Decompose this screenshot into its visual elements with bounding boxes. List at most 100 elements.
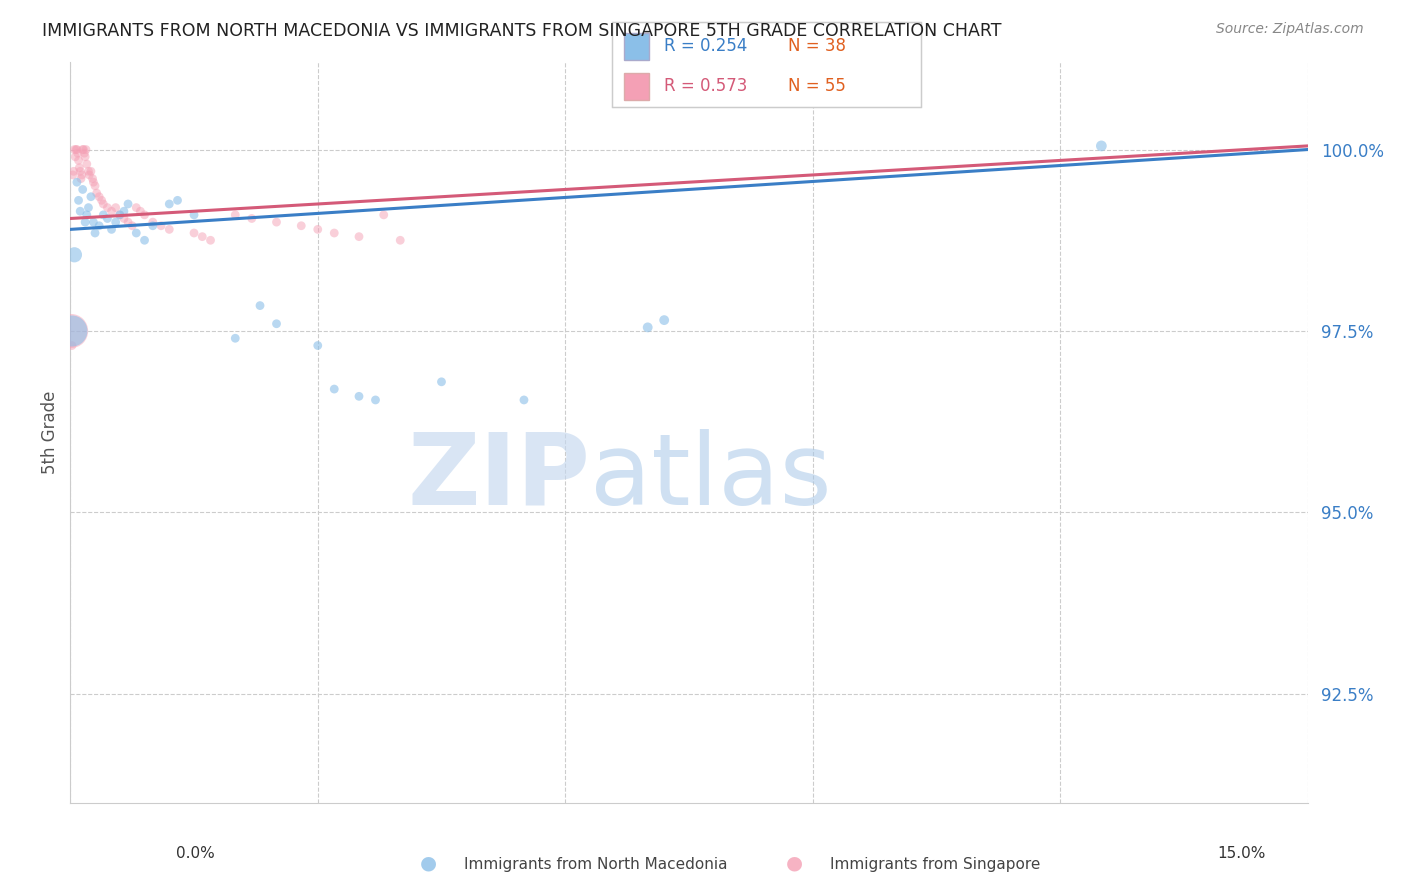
Point <box>430 375 453 389</box>
Point <box>67 153 90 168</box>
Text: 0.0%: 0.0% <box>176 846 215 861</box>
Point <box>82 215 104 229</box>
Text: R = 0.254: R = 0.254 <box>664 37 748 55</box>
Point <box>63 143 86 157</box>
Point <box>84 226 107 240</box>
Point <box>62 168 84 182</box>
Point <box>70 168 93 182</box>
Point <box>125 201 148 215</box>
Point <box>513 392 536 407</box>
Point <box>72 143 94 157</box>
Point <box>60 324 83 338</box>
Point <box>347 389 370 403</box>
Point <box>75 215 97 229</box>
Text: Source: ZipAtlas.com: Source: ZipAtlas.com <box>1216 22 1364 37</box>
Point <box>125 226 148 240</box>
Point <box>200 233 222 247</box>
Text: N = 55: N = 55 <box>787 77 846 95</box>
Point <box>66 143 89 157</box>
Point <box>134 208 156 222</box>
Point <box>157 222 180 236</box>
Point <box>121 219 143 233</box>
Point <box>63 248 86 262</box>
Point <box>80 164 103 178</box>
Point <box>60 338 83 352</box>
Point <box>150 219 173 233</box>
Point <box>62 164 84 178</box>
Point <box>82 175 104 189</box>
Point <box>75 143 97 157</box>
Point <box>65 150 87 164</box>
Point <box>323 382 346 396</box>
FancyBboxPatch shape <box>624 33 648 61</box>
Point <box>96 201 118 215</box>
Point <box>77 168 100 182</box>
Point <box>290 219 312 233</box>
Point <box>77 201 100 215</box>
Point <box>323 226 346 240</box>
Point <box>142 215 165 229</box>
Point <box>67 194 90 208</box>
Point <box>389 233 412 247</box>
Point <box>112 204 135 219</box>
Point <box>224 331 246 345</box>
Point <box>60 324 83 338</box>
Text: 15.0%: 15.0% <box>1218 846 1265 861</box>
Point <box>266 215 288 229</box>
Point <box>108 208 131 222</box>
Point <box>70 171 93 186</box>
Point <box>373 208 395 222</box>
Point <box>157 197 180 211</box>
Point <box>364 392 387 407</box>
Point <box>76 208 98 222</box>
Point <box>86 186 108 200</box>
Point <box>73 146 96 161</box>
Point <box>104 215 127 229</box>
Point <box>108 208 131 222</box>
Point <box>84 178 107 193</box>
Point <box>307 222 329 236</box>
Point <box>100 204 122 219</box>
Point <box>637 320 659 334</box>
Text: Immigrants from North Macedonia: Immigrants from North Macedonia <box>464 857 727 872</box>
Point <box>142 219 165 233</box>
Point <box>69 204 91 219</box>
FancyBboxPatch shape <box>624 73 648 100</box>
Point <box>129 204 152 219</box>
Point <box>66 146 89 161</box>
Point <box>347 229 370 244</box>
Text: atlas: atlas <box>591 428 831 525</box>
Point <box>91 197 114 211</box>
Point <box>100 222 122 236</box>
Point <box>75 150 97 164</box>
Point <box>77 164 100 178</box>
Text: N = 38: N = 38 <box>787 37 846 55</box>
Text: R = 0.573: R = 0.573 <box>664 77 748 95</box>
Point <box>1090 139 1112 153</box>
Point <box>117 215 139 229</box>
Point <box>96 211 118 226</box>
Point <box>72 182 94 196</box>
Point <box>90 194 112 208</box>
Point <box>191 229 214 244</box>
Point <box>652 313 675 327</box>
Point <box>183 208 205 222</box>
Point <box>134 233 156 247</box>
Point <box>80 190 103 204</box>
Point <box>66 175 89 189</box>
Point <box>166 194 188 208</box>
Point <box>307 338 329 352</box>
Point <box>104 201 127 215</box>
Point <box>76 157 98 171</box>
Point <box>69 164 91 178</box>
Text: IMMIGRANTS FROM NORTH MACEDONIA VS IMMIGRANTS FROM SINGAPORE 5TH GRADE CORRELATI: IMMIGRANTS FROM NORTH MACEDONIA VS IMMIG… <box>42 22 1001 40</box>
Point <box>224 208 246 222</box>
Point <box>72 143 94 157</box>
Point <box>249 299 271 313</box>
Text: ●: ● <box>786 854 803 872</box>
Text: ZIP: ZIP <box>408 428 591 525</box>
Point <box>65 143 87 157</box>
Y-axis label: 5th Grade: 5th Grade <box>41 391 59 475</box>
Text: Immigrants from Singapore: Immigrants from Singapore <box>830 857 1040 872</box>
Point <box>67 161 90 175</box>
